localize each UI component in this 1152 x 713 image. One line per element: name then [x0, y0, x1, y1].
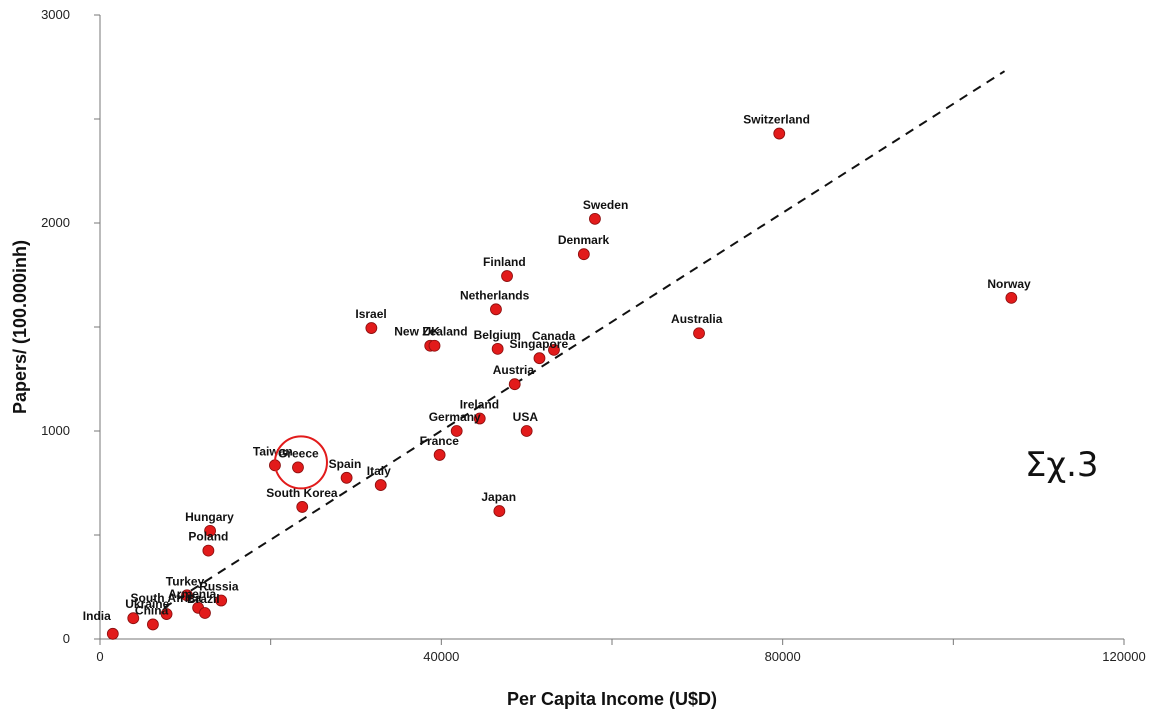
y-axis-title: Papers/ (100.000inh): [10, 240, 30, 414]
data-point: [215, 594, 228, 607]
data-point: [204, 524, 216, 537]
x-tick-label: 0: [96, 649, 103, 664]
points-group: [106, 127, 1018, 640]
point-label: Switzerland: [743, 113, 810, 127]
x-axis-title: Per Capita Income (U$D): [507, 689, 717, 709]
data-point: [340, 471, 353, 484]
data-point: [493, 505, 506, 517]
data-point: [365, 322, 378, 334]
axes: 0 40000 80000 120000 0 1000 2000 3000: [41, 7, 1146, 664]
data-point: [199, 607, 211, 619]
y-tick-label: 3000: [41, 7, 70, 22]
data-point: [106, 627, 119, 640]
y-tick-label: 1000: [41, 423, 70, 438]
point-label: Norway: [987, 277, 1031, 291]
point-label: Ukraine: [125, 597, 169, 611]
data-point: [693, 327, 705, 340]
point-label: UK: [423, 325, 441, 339]
highlight-circle: [273, 435, 328, 490]
data-point: [428, 339, 441, 352]
point-label: Singapore: [509, 337, 568, 351]
data-point: [490, 303, 502, 316]
data-point: [374, 479, 387, 491]
data-point: [589, 212, 601, 225]
point-label: Israel: [355, 307, 386, 321]
point-label: Brazil: [187, 592, 220, 606]
data-point: [501, 270, 513, 282]
point-label: Armenia: [168, 587, 216, 601]
point-label: USA: [513, 410, 539, 424]
point-label: China: [135, 603, 169, 617]
point-label: Turkey: [166, 574, 205, 588]
point-label: France: [420, 434, 460, 448]
point-label: Belgium: [474, 328, 521, 342]
point-label: Spain: [329, 457, 362, 471]
point-label: Italy: [367, 464, 391, 478]
point-label: Austria: [493, 363, 535, 377]
point-label: New Zealand: [394, 325, 467, 339]
point-label: Denmark: [558, 233, 610, 247]
data-point: [1005, 291, 1018, 304]
data-point: [127, 612, 140, 625]
x-tick-label: 80000: [765, 649, 801, 664]
data-point: [202, 544, 215, 557]
data-point: [773, 127, 786, 140]
trendline: [163, 70, 1006, 609]
point-label: Hungary: [185, 510, 234, 524]
point-label: Taiwan: [253, 444, 293, 458]
x-tick-label: 40000: [423, 649, 459, 664]
point-label: Poland: [188, 530, 228, 544]
data-point: [508, 378, 521, 391]
data-point: [491, 342, 504, 355]
data-point: [577, 248, 590, 261]
figure-annotation: Σχ.3: [1025, 445, 1099, 485]
x-tick-label: 120000: [1102, 649, 1145, 664]
data-point: [548, 343, 560, 356]
data-point: [520, 425, 533, 437]
point-label: Greece: [278, 446, 319, 460]
point-label: India: [83, 609, 111, 623]
point-label: Netherlands: [460, 288, 530, 302]
data-point: [473, 412, 486, 425]
trendline-group: [163, 70, 1006, 609]
point-label: Sweden: [583, 198, 628, 212]
y-tick-label: 0: [63, 631, 70, 646]
data-point: [147, 618, 159, 631]
point-label: Australia: [671, 312, 723, 326]
data-point: [533, 352, 546, 365]
data-point: [296, 501, 309, 513]
point-label: South Korea: [266, 486, 338, 500]
point-label: South Africa: [131, 591, 202, 605]
point-label: Germany: [429, 410, 481, 424]
data-point: [181, 589, 193, 602]
data-point: [160, 608, 173, 620]
point-label: Japan: [481, 490, 516, 504]
point-label: Ireland: [460, 398, 499, 412]
point-label: Canada: [532, 329, 576, 343]
point-label: Finland: [483, 255, 526, 269]
highlight-group: [273, 435, 328, 490]
data-point: [433, 449, 446, 461]
point-label: Russia: [199, 580, 239, 594]
y-tick-label: 2000: [41, 215, 70, 230]
data-point: [292, 461, 304, 474]
data-point: [450, 425, 463, 437]
